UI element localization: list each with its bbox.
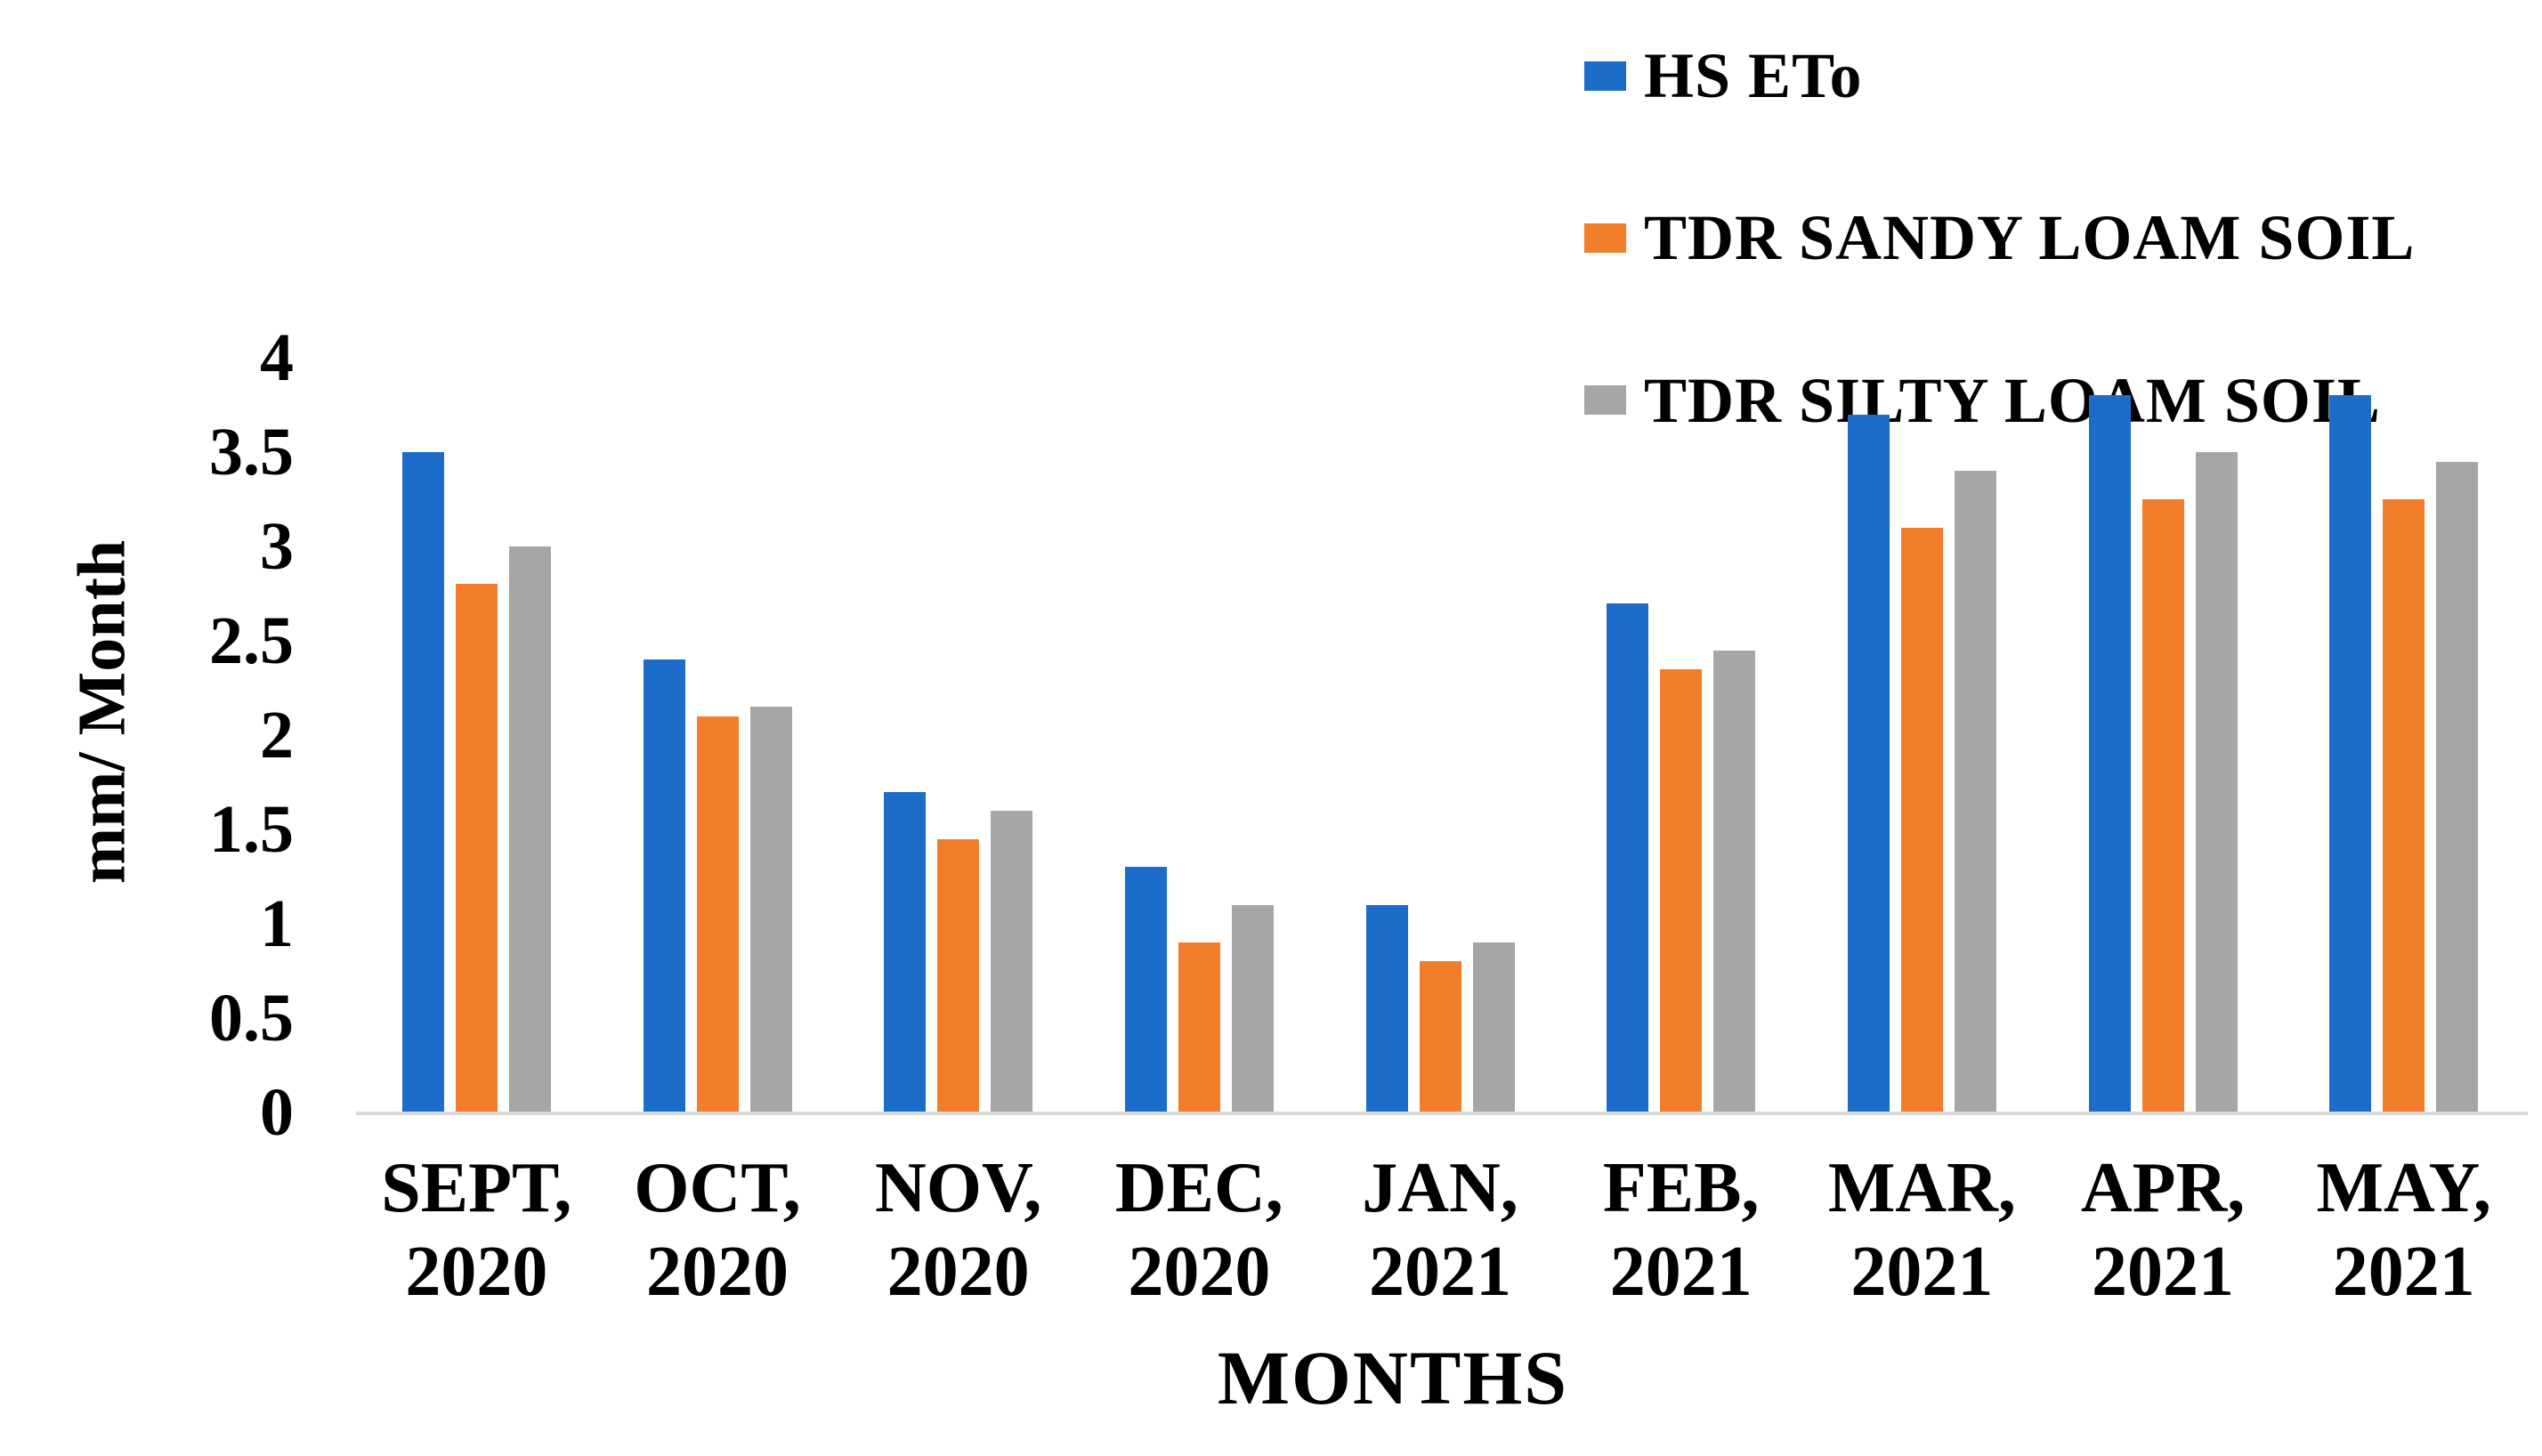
bar xyxy=(749,707,792,1112)
x-tick-label-month: FEB, xyxy=(1602,1149,1760,1227)
legend-swatch-icon xyxy=(1584,223,1626,254)
x-tick-label: APR, 2021 xyxy=(2043,1146,2284,1314)
legend-item: TDR SILTY LOAM SOIL xyxy=(1584,362,2415,439)
bar-group xyxy=(1560,358,1801,1112)
bar xyxy=(643,659,685,1112)
x-tick-label-year: 2020 xyxy=(405,1233,548,1311)
x-axis-labels: SEPT, 2020 OCT, 2020 NOV, 2020 DEC, 2020 JAN, 202… xyxy=(356,1146,2524,1314)
x-tick-label-month: MAR, xyxy=(1827,1149,2016,1227)
x-tick-label-month: JAN, xyxy=(1362,1149,1518,1227)
bar xyxy=(401,452,444,1112)
bar xyxy=(991,810,1033,1112)
bar xyxy=(2088,395,2131,1112)
plot-area xyxy=(356,358,2524,1112)
bar xyxy=(2141,499,2184,1112)
bar xyxy=(1365,904,1408,1112)
legend: HS ETo TDR SANDY LOAM SOIL TDR SILTY LOAM … xyxy=(1584,37,2415,439)
legend-item: HS ETo xyxy=(1584,37,2415,114)
legend-swatch-icon xyxy=(1584,385,1626,416)
legend-label: TDR SANDY LOAM SOIL xyxy=(1644,202,2416,274)
bar xyxy=(1900,527,1943,1112)
x-tick-label: SEPT, 2020 xyxy=(356,1146,597,1314)
x-tick-label: MAR, 2021 xyxy=(1801,1146,2043,1314)
bar xyxy=(1847,414,1890,1112)
x-tick-label-year: 2021 xyxy=(1609,1233,1753,1311)
legend-label: HS ETo xyxy=(1644,40,1863,111)
bar xyxy=(455,584,498,1112)
x-tick-label-year: 2021 xyxy=(1369,1233,1512,1311)
bar xyxy=(2195,452,2238,1112)
x-axis-title: MONTHS xyxy=(1217,1335,1569,1420)
x-tick-label: MAY, 2021 xyxy=(2283,1146,2524,1314)
y-tick-label: 1.5 xyxy=(209,792,294,867)
bar xyxy=(1178,942,1220,1112)
x-tick-label-month: APR, xyxy=(2080,1149,2246,1227)
x-tick-label-year: 2020 xyxy=(1128,1233,1271,1311)
bar-group xyxy=(356,358,597,1112)
bar xyxy=(696,716,739,1112)
bar xyxy=(2329,395,2372,1112)
x-tick-label-year: 2021 xyxy=(1850,1233,1994,1311)
x-tick-label-year: 2020 xyxy=(646,1233,789,1311)
bar xyxy=(1124,867,1167,1112)
x-tick-label: DEC, 2020 xyxy=(1079,1146,1320,1314)
x-tick-label-month: OCT, xyxy=(634,1149,801,1227)
bar xyxy=(1231,904,1274,1112)
y-tick-label: 1 xyxy=(260,886,294,961)
bar xyxy=(2436,461,2479,1112)
x-axis-line xyxy=(356,1112,2528,1115)
y-tick-label: 0 xyxy=(260,1075,294,1150)
x-tick-label-month: MAY, xyxy=(2316,1149,2491,1227)
x-tick-label: OCT, 2020 xyxy=(597,1146,838,1314)
legend-swatch-icon xyxy=(1584,61,1626,91)
y-tick-label: 2 xyxy=(260,698,294,772)
bar-group xyxy=(1320,358,1561,1112)
x-tick-label: FEB, 2021 xyxy=(1560,1146,1801,1314)
bar xyxy=(1713,650,1756,1112)
bar-group xyxy=(1079,358,1320,1112)
y-axis-ticks: 4 3.5 3 2.5 2 1.5 1 0.5 0 xyxy=(0,0,294,1456)
x-tick-label-month: DEC, xyxy=(1114,1149,1283,1227)
y-tick-label: 3 xyxy=(260,509,294,584)
bar xyxy=(2383,499,2425,1112)
bar xyxy=(508,546,551,1112)
y-tick-label: 0.5 xyxy=(209,981,294,1056)
bar xyxy=(884,791,927,1112)
bar xyxy=(1607,603,1649,1112)
bar-group xyxy=(597,358,838,1112)
bar xyxy=(1660,668,1703,1112)
y-tick-label: 4 xyxy=(260,320,294,395)
bar xyxy=(937,838,980,1112)
legend-item: TDR SANDY LOAM SOIL xyxy=(1584,199,2415,276)
bar-group xyxy=(2283,358,2524,1112)
x-tick-label-year: 2021 xyxy=(2092,1233,2235,1311)
bar xyxy=(1472,942,1515,1112)
x-tick-label-year: 2021 xyxy=(2332,1233,2475,1311)
y-tick-label: 2.5 xyxy=(209,603,294,678)
x-tick-label: NOV, 2020 xyxy=(838,1146,1079,1314)
bar-group xyxy=(838,358,1079,1112)
bar-group xyxy=(1801,358,2043,1112)
x-tick-label-month: NOV, xyxy=(874,1149,1042,1227)
bar xyxy=(1419,961,1461,1112)
bar-group xyxy=(2043,358,2284,1112)
x-tick-label-month: SEPT, xyxy=(381,1149,572,1227)
y-tick-label: 3.5 xyxy=(209,415,294,489)
x-tick-label: JAN, 2021 xyxy=(1320,1146,1561,1314)
bar xyxy=(1954,471,1996,1112)
x-tick-label-year: 2020 xyxy=(886,1233,1030,1311)
legend-label: TDR SILTY LOAM SOIL xyxy=(1644,364,2381,436)
